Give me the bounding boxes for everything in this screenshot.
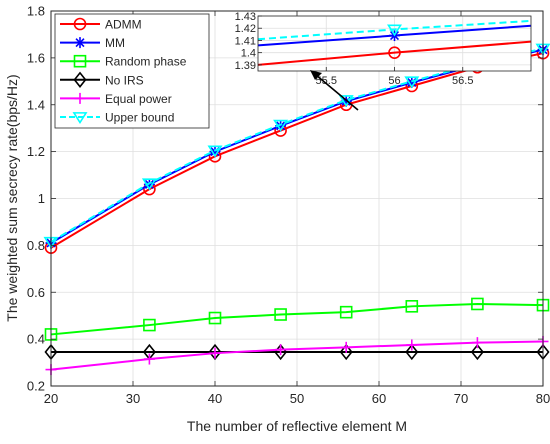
y-tick-label: 0.6 (27, 285, 45, 300)
data-point-no-irs (339, 343, 353, 361)
x-tick-label: 30 (126, 391, 140, 406)
data-point-upper-bound (141, 178, 157, 191)
inset-series (257, 19, 532, 66)
x-tick-label: 80 (536, 391, 550, 406)
data-point-equal-power (143, 353, 155, 365)
inset-y-tick-label: 1.39 (235, 60, 256, 72)
legend-label: Upper bound (105, 111, 174, 125)
data-point-equal-power (340, 341, 352, 353)
data-point-random-phase (143, 318, 156, 332)
inset-ticks (258, 15, 464, 71)
inset: 55.5 56 56.5 1.391.41.411.421.43 (235, 11, 532, 87)
data-point-upper-bound (404, 76, 420, 89)
y-tick-label: 1 (38, 191, 45, 206)
x-tick-label: 70 (454, 391, 468, 406)
inset-pointer-arrow (310, 70, 359, 111)
y-tick-label: 0.2 (27, 379, 45, 394)
inset-y-tick-label: 1.41 (235, 35, 256, 47)
data-point-upper-bound (207, 145, 223, 158)
legend-label: ADMM (105, 18, 142, 32)
data-point-random-phase (339, 305, 353, 319)
x-tick-label: 50 (290, 391, 304, 406)
y-tick-label: 1.8 (27, 4, 45, 19)
data-point-random-phase (471, 297, 484, 311)
data-point-upper-bound (273, 119, 289, 132)
inset-y-tick-label: 1.43 (235, 11, 256, 23)
y-tick-label: 0.8 (27, 238, 45, 253)
data-point-random-phase (208, 311, 222, 325)
inset-labels: 55.5 56 56.5 1.391.41.411.421.43 (235, 11, 474, 87)
series-random-phase (44, 297, 550, 341)
data-point-no-irs (470, 343, 484, 361)
legend-box (54, 13, 210, 129)
legend-marker (73, 54, 87, 68)
data-point-equal-power (471, 337, 483, 349)
legend-entry-no-irs: No IRS (60, 71, 144, 88)
x-tick-label: 20 (44, 391, 58, 406)
legend-entry-random-phase: Random phase (60, 55, 187, 69)
inset-line-admm (257, 40, 532, 66)
series-layer (43, 43, 550, 376)
legend-marker (74, 92, 86, 104)
legend-label: Random phase (105, 55, 187, 69)
inset-x-tick-label: 56.5 (452, 75, 473, 87)
inset-x-tick-label: 55.5 (316, 75, 337, 87)
legend-marker (72, 112, 88, 125)
series-line-random-phase (50, 302, 544, 336)
legend-entry-admm: ADMM (60, 18, 142, 32)
data-point-equal-power (275, 344, 287, 356)
y-tick-label: 1.2 (27, 144, 45, 159)
x-tick-label: 60 (372, 391, 386, 406)
x-tick-label: 40 (208, 391, 222, 406)
data-point-equal-power (209, 347, 221, 359)
data-point-no-irs (208, 343, 222, 361)
inset-marker-admm (388, 46, 401, 59)
legend: ADMM MM Random phase No IRS Equal power Upper… (54, 13, 210, 129)
inset-y-tick-label: 1.42 (235, 23, 256, 35)
legend-marker (73, 17, 87, 31)
legend-label: MM (105, 36, 125, 50)
x-axis-title: The number of reflective element M (187, 418, 407, 434)
data-point-no-irs (405, 343, 419, 361)
data-point-upper-bound (338, 95, 354, 108)
inset-marker-upper-bound (387, 24, 402, 37)
data-point-equal-power (406, 339, 418, 351)
tick-labels: 20 30 40 50 60 70 80 0.2 0.4 0.6 0.8 1 1.2 1.4 1.6 1.8 (27, 4, 550, 407)
axis-ticks (50, 10, 544, 387)
legend-entry-upper-bound: Upper bound (60, 111, 174, 125)
legend-entry-mm: MM (60, 36, 125, 50)
inset-y-tick-label: 1.4 (241, 48, 256, 60)
inset-series-upper-bound (257, 19, 532, 41)
y-axis-title: The weighted sum secrecy rate(bps/Hz) (4, 74, 20, 321)
inset-line-upper-bound (257, 19, 532, 41)
series-line-equal-power (50, 340, 544, 371)
legend-marker (73, 71, 87, 88)
legend-marker (74, 37, 86, 49)
data-point-random-phase (405, 300, 419, 313)
y-tick-label: 0.4 (27, 332, 45, 347)
data-point-random-phase (274, 308, 287, 321)
legend-label: No IRS (105, 73, 144, 87)
inset-x-tick-label: 56 (388, 75, 400, 87)
y-tick-label: 1.6 (27, 50, 45, 65)
legend-label: Equal power (105, 92, 172, 106)
y-tick-label: 1.4 (27, 97, 45, 112)
inset-series-admm (257, 40, 532, 66)
legend-entry-equal-power: Equal power (60, 92, 172, 106)
